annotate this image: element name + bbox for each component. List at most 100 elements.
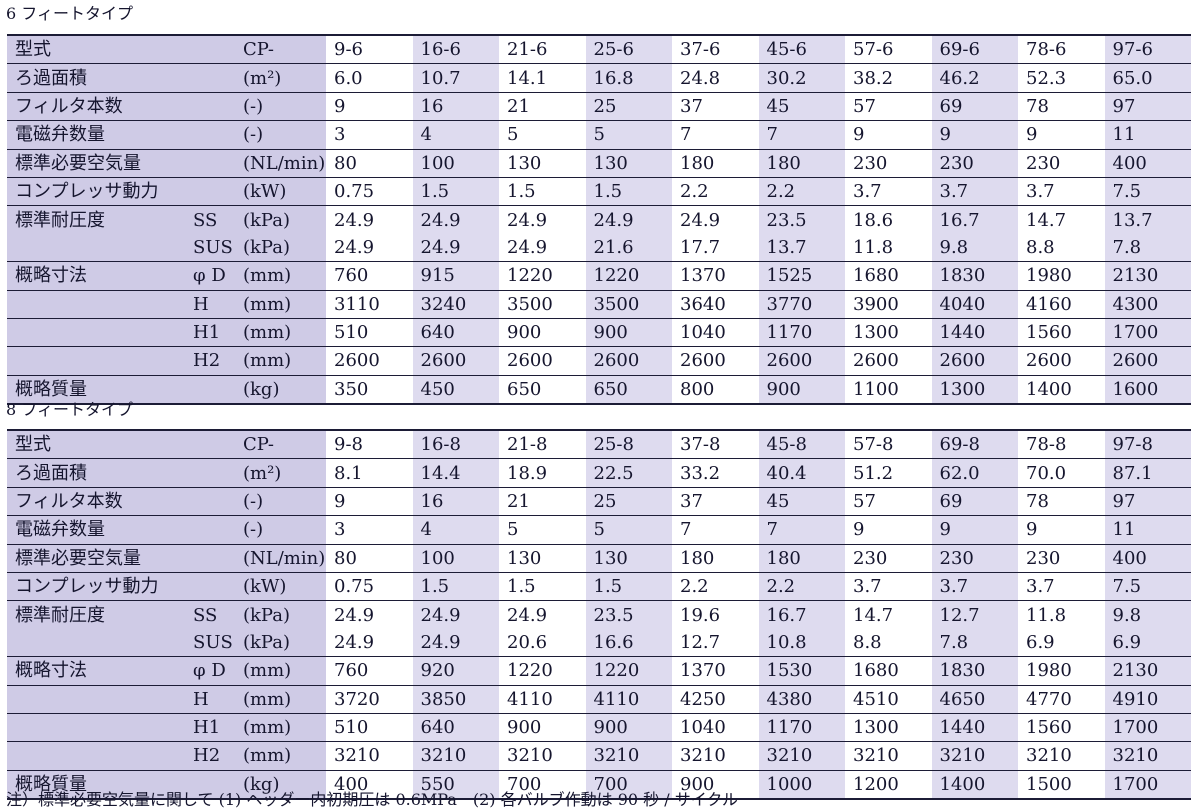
value-cell: 9-6 <box>326 35 413 64</box>
value-cell: 18.9 <box>499 458 586 488</box>
value-cell: 17.7 <box>672 233 759 262</box>
row-sublabel: H <box>185 685 235 714</box>
value-cell: 16-8 <box>412 430 499 459</box>
value-cell: 16.6 <box>585 628 672 657</box>
value-cell: 1.5 <box>585 177 672 206</box>
value-cell: 130 <box>499 149 586 178</box>
table-row-area: ろ過面積 (m²) 6.0 10.7 14.1 16.8 24.8 30.2 38.2 46.2 5… <box>7 63 1191 93</box>
value-cell: 550 <box>412 770 499 800</box>
value-cell: 5 <box>499 515 586 545</box>
value-cell: 25-6 <box>585 35 672 64</box>
row-label: コンプレッサ動力 <box>7 572 185 601</box>
value-cell: 62.0 <box>931 458 1018 488</box>
row-unit: (mm) <box>235 346 326 376</box>
value-cell: 650 <box>499 375 586 405</box>
value-cell: 97-8 <box>1104 430 1191 459</box>
row-label: 電磁弁数量 <box>7 515 185 545</box>
value-cell: 900 <box>499 713 586 742</box>
value-cell: 4300 <box>1104 290 1191 319</box>
value-cell: 760 <box>326 656 413 686</box>
value-cell: 97 <box>1104 92 1191 121</box>
value-cell: 3110 <box>326 290 413 319</box>
value-cell: 24.9 <box>499 600 586 629</box>
value-cell: 400 <box>326 770 413 800</box>
value-cell: 7 <box>758 515 845 545</box>
row-label: 概略寸法 <box>7 656 185 686</box>
value-cell: 1370 <box>672 261 759 291</box>
table-caption-6ft: 6 フィートタイプ <box>6 4 133 23</box>
value-cell: 640 <box>412 318 499 347</box>
value-cell: 3210 <box>585 741 672 771</box>
value-cell: 24.9 <box>412 233 499 262</box>
row-sublabel <box>185 35 235 64</box>
value-cell: 8.8 <box>1018 233 1105 262</box>
row-unit: (mm) <box>235 741 326 771</box>
table-row-dim-h: H (mm) 3720 3850 4110 4110 4250 4380 4510 4650 477… <box>7 685 1191 714</box>
row-label <box>7 290 185 319</box>
value-cell: 915 <box>412 261 499 291</box>
value-cell: 10.7 <box>412 63 499 93</box>
value-cell: 650 <box>585 375 672 405</box>
row-sublabel <box>185 572 235 601</box>
value-cell: 3210 <box>1104 741 1191 771</box>
table-row-dim-d: 概略寸法 φ D (mm) 760 920 1220 1220 1370 1530 1680 183… <box>7 656 1191 686</box>
value-cell: 8.1 <box>326 458 413 488</box>
row-sublabel <box>185 458 235 488</box>
value-cell: 1680 <box>845 656 932 686</box>
value-cell: 45-6 <box>758 35 845 64</box>
value-cell: 0.75 <box>326 572 413 601</box>
value-cell: 3.7 <box>931 572 1018 601</box>
value-cell: 2600 <box>1104 346 1191 376</box>
value-cell: 640 <box>412 713 499 742</box>
value-cell: 24.9 <box>412 600 499 629</box>
value-cell: 4910 <box>1104 685 1191 714</box>
value-cell: 4770 <box>1018 685 1105 714</box>
value-cell: 21-6 <box>499 35 586 64</box>
value-cell: 180 <box>672 544 759 573</box>
value-cell: 14.1 <box>499 63 586 93</box>
value-cell: 230 <box>845 544 932 573</box>
row-sublabel <box>185 177 235 206</box>
value-cell: 2600 <box>499 346 586 376</box>
row-label <box>7 685 185 714</box>
value-cell: 4110 <box>585 685 672 714</box>
value-cell: 1170 <box>758 318 845 347</box>
row-label: 電磁弁数量 <box>7 120 185 150</box>
value-cell: 230 <box>1018 544 1105 573</box>
value-cell: 2600 <box>758 346 845 376</box>
value-cell: 87.1 <box>1104 458 1191 488</box>
value-cell: 24.9 <box>326 205 413 234</box>
value-cell: 24.9 <box>672 205 759 234</box>
value-cell: 30.2 <box>758 63 845 93</box>
value-cell: 12.7 <box>672 628 759 657</box>
value-cell: 37 <box>672 92 759 121</box>
row-unit: (kW) <box>235 572 326 601</box>
value-cell: 5 <box>585 515 672 545</box>
row-label: ろ過面積 <box>7 458 185 488</box>
table-row-dim-h1: H1 (mm) 510 640 900 900 1040 1170 1300 1440 1560 17… <box>7 713 1191 742</box>
value-cell: 130 <box>585 149 672 178</box>
row-unit: (kPa) <box>235 628 326 657</box>
value-cell: 97-6 <box>1104 35 1191 64</box>
value-cell: 1.5 <box>585 572 672 601</box>
value-cell: 3210 <box>412 741 499 771</box>
value-cell: 7.5 <box>1104 177 1191 206</box>
row-unit: (mm) <box>235 713 326 742</box>
row-unit: (-) <box>235 515 326 545</box>
value-cell: 1300 <box>931 375 1018 405</box>
value-cell: 69-8 <box>931 430 1018 459</box>
value-cell: 1700 <box>1104 770 1191 800</box>
table-row-air: 標準必要空気量 (NL/min) 80 100 130 130 180 180 230 230 23… <box>7 544 1191 573</box>
value-cell: 3770 <box>758 290 845 319</box>
row-unit: (mm) <box>235 318 326 347</box>
row-label: コンプレッサ動力 <box>7 177 185 206</box>
row-label: 概略質量 <box>7 375 185 405</box>
value-cell: 24.9 <box>499 205 586 234</box>
row-sublabel: H2 <box>185 346 235 376</box>
value-cell: 1040 <box>672 318 759 347</box>
table-row-dim-h2: H2 (mm) 3210 3210 3210 3210 3210 3210 3210 3210 32… <box>7 741 1191 771</box>
value-cell: 11 <box>1104 515 1191 545</box>
value-cell: 23.5 <box>758 205 845 234</box>
table-row-dim-h1: H1 (mm) 510 640 900 900 1040 1170 1300 1440 1560 17… <box>7 318 1191 347</box>
row-unit: CP- <box>235 35 326 64</box>
